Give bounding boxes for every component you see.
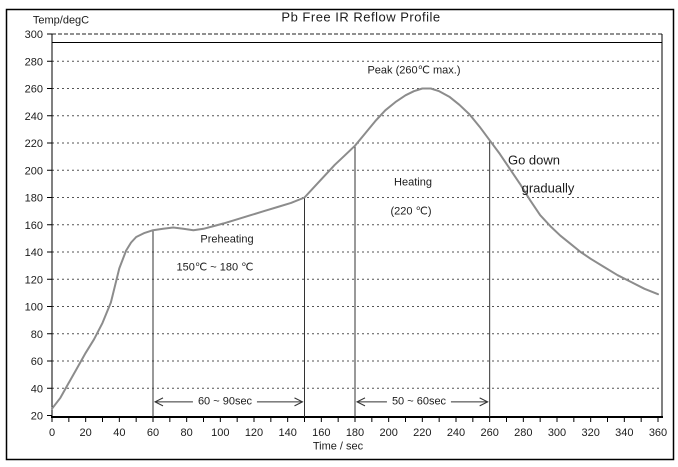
temperature-curve [51,87,659,410]
x-tick-label: 240 [447,427,465,439]
go-down-annotation-line1: Go down [507,152,561,168]
y-tick-label: 200 [25,165,43,177]
y-tick-label: 120 [25,274,43,286]
x-tick-label: 360 [649,427,667,439]
arrow-head-right-icon [294,397,304,407]
stage1-duration-label: 60 ~ 90sec [192,396,258,408]
x-tick-label: 60 [147,427,159,439]
arrow-head-left-icon [355,397,366,407]
y-tick-label: 240 [25,111,43,123]
x-tick-label: 40 [113,427,125,439]
y-tick-label: 160 [25,220,43,232]
heating-annotation: Heating [394,176,432,189]
go-down-annotation-line2: gradually [521,180,575,196]
arrow-head-right-icon [479,397,489,407]
x-tick-label: 180 [346,427,364,439]
arrow-head-left-icon [153,397,164,407]
peak-annotation: Peak (260℃ max.) [367,64,461,77]
x-tick-label: 280 [514,427,532,439]
y-tick-label: 280 [25,56,43,68]
x-axis-title: Time / sec [312,440,364,453]
y-tick-label: 140 [25,247,43,259]
x-tick-label: 140 [278,427,296,439]
stage2-duration-label: 50 ~ 60sec [386,396,452,408]
x-tick-label: 220 [413,427,431,439]
y-axis-title: Temp/degC [32,14,90,27]
y-tick-label: 260 [25,84,43,96]
x-tick-label: 20 [80,427,92,439]
heating-temp-annotation: (220 ℃) [390,205,432,218]
preheating-annotation: Preheating [200,233,254,246]
x-tick-label: 200 [379,427,397,439]
y-tick-label: 60 [31,356,43,368]
chart-title: Pb Free IR Reflow Profile [281,9,441,25]
y-tick-label: 20 [31,411,43,423]
x-tick-label: 80 [181,427,193,439]
y-tick-label: 40 [31,383,43,395]
x-tick-label: 160 [312,427,330,439]
x-tick-label: 0 [49,427,55,439]
y-tick-label: 80 [31,329,43,341]
x-tick-label: 120 [245,427,263,439]
x-tick-label: 340 [615,427,633,439]
x-tick-label: 300 [548,427,566,439]
y-tick-label: 100 [25,302,43,314]
y-tick-label: 180 [25,193,43,205]
x-tick-label: 260 [480,427,498,439]
x-tick-label: 320 [581,427,599,439]
x-tick-label: 100 [211,427,229,439]
y-tick-label: 300 [25,29,43,41]
figure-frame [5,8,675,461]
y-tick-label: 220 [25,138,43,150]
preheating-range-annotation: 150℃ ~ 180 ℃ [176,261,254,274]
